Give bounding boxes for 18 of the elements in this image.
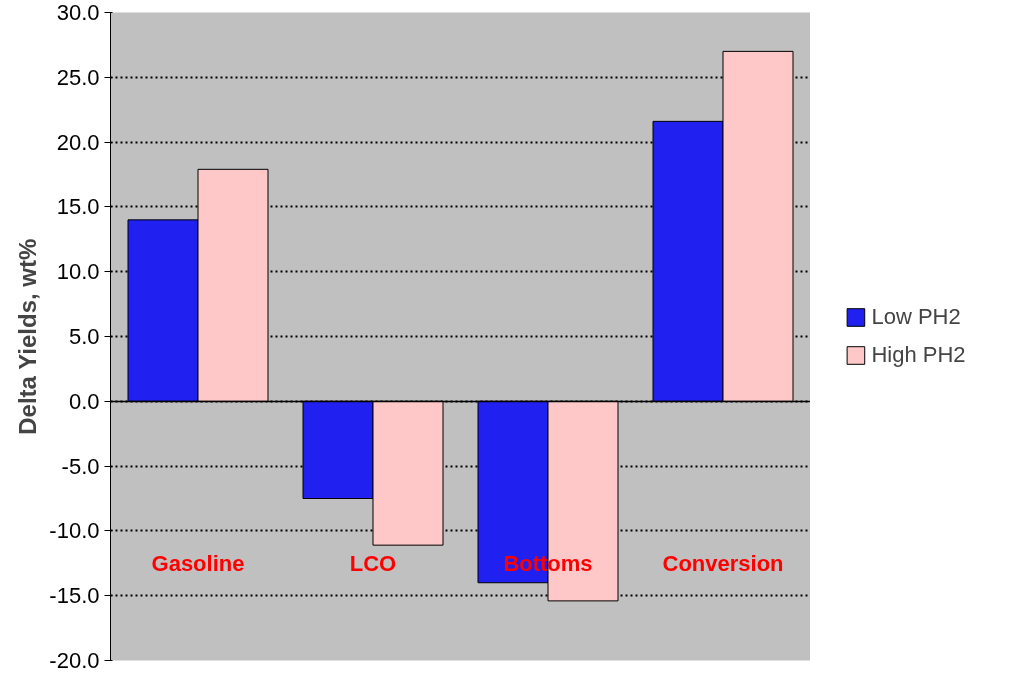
y-tick-label: 0.0 xyxy=(68,388,100,414)
x-tick-label: LCO xyxy=(349,550,397,576)
legend-label: Low PH2 xyxy=(871,304,961,330)
y-tick-label: 10.0 xyxy=(56,259,100,285)
y-tick-label: -10.0 xyxy=(49,518,100,544)
y-tick-label: 15.0 xyxy=(56,194,100,220)
x-tick-label: Conversion xyxy=(662,550,784,576)
legend-label: High PH2 xyxy=(871,342,966,368)
y-tick-label: 20.0 xyxy=(56,129,100,155)
x-tick-label: Bottoms xyxy=(503,550,593,576)
y-tick-label: 5.0 xyxy=(68,324,100,349)
y-tick-label: 25.0 xyxy=(56,64,100,90)
y-axis-title: Delta Yields, wt% xyxy=(14,238,42,435)
y-tick-label: -20.0 xyxy=(49,648,100,673)
y-tick-label: 30.0 xyxy=(56,0,100,25)
y-tick-label: -15.0 xyxy=(49,583,100,609)
y-tick-label: -5.0 xyxy=(61,453,100,479)
x-tick-label: Gasoline xyxy=(151,550,245,576)
